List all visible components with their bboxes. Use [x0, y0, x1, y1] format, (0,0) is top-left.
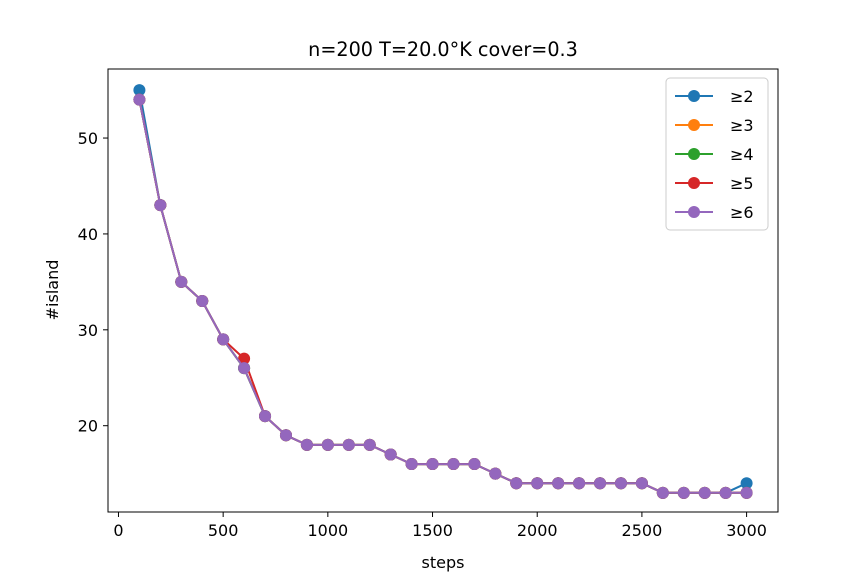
x-tick-label: 1000 — [307, 521, 348, 540]
legend-marker — [688, 148, 700, 160]
data-point — [510, 477, 523, 490]
data-point — [238, 352, 251, 365]
x-axis-label: steps — [422, 553, 465, 572]
legend-label: ≥2 — [730, 87, 754, 106]
x-tick-label: 3000 — [726, 521, 767, 540]
data-point — [363, 438, 376, 451]
x-tick-label: 0 — [113, 521, 123, 540]
legend-item: ≥5 — [675, 174, 754, 193]
x-tick-label: 2500 — [622, 521, 663, 540]
y-tick-label: 20 — [78, 417, 98, 436]
data-point — [740, 477, 753, 490]
y-tick-label: 50 — [78, 129, 98, 148]
data-point — [489, 467, 502, 480]
data-point — [552, 477, 565, 490]
data-point — [740, 486, 753, 499]
data-point — [279, 429, 292, 442]
legend-marker — [688, 119, 700, 131]
legend-label: ≥4 — [730, 145, 754, 164]
data-point — [154, 199, 167, 212]
y-axis-label: #island — [43, 260, 62, 321]
plot-frame — [107, 68, 779, 513]
data-point — [300, 438, 313, 451]
data-point — [426, 458, 439, 471]
legend-item: ≥4 — [675, 145, 754, 164]
data-point — [238, 362, 251, 375]
data-point — [133, 84, 146, 97]
legend-marker — [688, 90, 700, 102]
x-tick-label: 1500 — [412, 521, 453, 540]
data-point — [614, 477, 627, 490]
data-point — [635, 477, 648, 490]
data-point — [342, 438, 355, 451]
y-tick-label: 30 — [78, 321, 98, 340]
data-point — [468, 458, 481, 471]
legend-marker — [688, 206, 700, 218]
x-tick-label: 500 — [208, 521, 239, 540]
y-tick-label: 40 — [78, 225, 98, 244]
series-layer — [133, 84, 753, 499]
data-point — [175, 275, 188, 288]
data-point — [321, 438, 334, 451]
legend-item: ≥2 — [675, 87, 754, 106]
chart-title: n=200 T=20.0°K cover=0.3 — [308, 38, 578, 61]
data-point — [133, 93, 146, 106]
legend: ≥2 ≥3 ≥4 ≥5 ≥6 — [665, 77, 769, 231]
y-axis: 20 30 40 50 — [78, 129, 108, 436]
x-tick-label: 2000 — [517, 521, 558, 540]
data-point — [217, 333, 230, 346]
legend-box — [665, 77, 769, 231]
data-point — [573, 477, 586, 490]
data-point — [594, 477, 607, 490]
legend-item: ≥6 — [675, 203, 754, 222]
data-point — [656, 486, 669, 499]
data-point — [405, 458, 418, 471]
legend-marker — [688, 177, 700, 189]
legend-item: ≥3 — [675, 116, 754, 135]
legend-label: ≥3 — [730, 116, 754, 135]
data-point — [259, 410, 272, 423]
data-point — [719, 486, 732, 499]
data-point — [677, 486, 690, 499]
data-point — [447, 458, 460, 471]
series — [133, 93, 753, 499]
data-point — [531, 477, 544, 490]
data-point — [196, 295, 209, 308]
legend-label: ≥6 — [730, 203, 754, 222]
legend-label: ≥5 — [730, 174, 754, 193]
x-axis: 0 500 1000 1500 2000 2500 3000 — [113, 512, 767, 540]
data-point — [384, 448, 397, 461]
data-point — [698, 486, 711, 499]
